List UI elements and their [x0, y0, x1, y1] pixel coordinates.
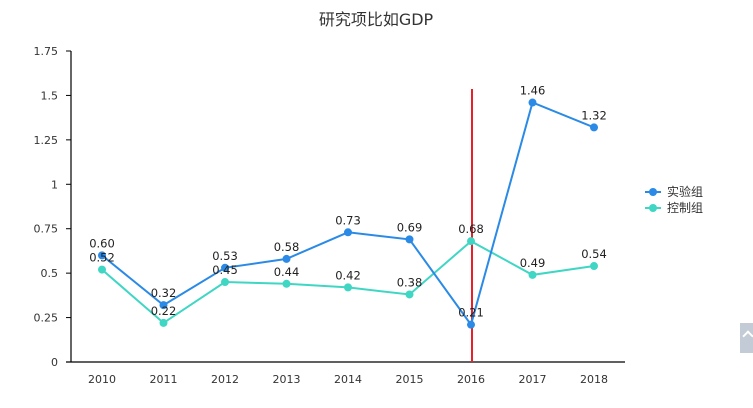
y-tick-label: 1.75	[34, 45, 59, 58]
data-point	[590, 123, 598, 132]
series-layer	[98, 98, 598, 329]
data-point	[159, 301, 168, 310]
y-tick-label: 0.75	[34, 223, 59, 236]
x-tick-label: 2014	[334, 373, 362, 386]
data-point	[467, 320, 475, 329]
data-label: 1.46	[520, 84, 546, 98]
axes: 0 0.25 0.5 0.75 1 1.25 1.5 1.75 2010 2011 2012 2013…	[34, 45, 625, 386]
data-label: 0.44	[274, 265, 300, 279]
y-tick-label: 0	[51, 356, 58, 369]
data-label: 0.73	[335, 213, 361, 227]
data-label: 0.58	[274, 240, 300, 254]
x-tick-label: 2013	[273, 373, 301, 386]
data-label: 0.38	[397, 275, 423, 289]
data-point	[405, 290, 414, 299]
data-point	[98, 265, 106, 274]
data-point	[221, 278, 229, 287]
y-tick-label: 0.25	[34, 312, 59, 325]
data-point	[98, 251, 106, 260]
data-point	[405, 235, 414, 244]
legend-marker-icon	[649, 188, 657, 196]
x-tick-label: 2015	[396, 373, 424, 386]
data-point	[528, 270, 537, 279]
data-point	[282, 279, 291, 288]
data-label: 1.32	[581, 108, 607, 122]
data-point	[159, 318, 168, 327]
legend-marker-icon	[649, 204, 657, 212]
data-point	[528, 98, 537, 107]
scroll-to-top-button[interactable]	[740, 323, 753, 353]
data-label: 0.45	[212, 263, 238, 277]
y-tick-label: 1.25	[34, 134, 59, 147]
data-point	[467, 237, 475, 246]
x-tick-label: 2012	[211, 373, 239, 386]
data-label: 0.69	[397, 220, 423, 234]
data-label: 0.32	[151, 286, 177, 300]
data-label: 0.68	[458, 222, 484, 236]
legend-item[interactable]: 实验组	[645, 184, 703, 199]
data-label: 0.52	[89, 251, 115, 265]
y-tick-label: 1.5	[41, 89, 59, 102]
data-label: 0.60	[89, 236, 115, 250]
data-label: 0.53	[212, 249, 238, 263]
x-tick-label: 2018	[580, 373, 608, 386]
legend-item[interactable]: 控制组	[645, 201, 703, 215]
y-tick-label: 0.5	[41, 267, 59, 280]
chart-title: 研究项比如GDP	[319, 10, 434, 29]
y-tick-label: 1	[51, 178, 58, 191]
data-point	[344, 283, 352, 292]
x-tick-label: 2016	[457, 373, 485, 386]
legend-label: 实验组	[667, 184, 703, 199]
x-tick-label: 2010	[88, 373, 116, 386]
data-point	[590, 262, 598, 271]
data-point	[344, 228, 352, 237]
data-label: 0.42	[335, 268, 361, 282]
legend-label: 控制组	[667, 201, 703, 215]
data-label: 0.49	[520, 256, 546, 270]
data-point	[221, 263, 229, 272]
x-tick-label: 2017	[519, 373, 547, 386]
data-point	[282, 254, 291, 263]
data-label: 0.54	[581, 247, 607, 261]
data-labels: 0.60 0.32 0.53 0.58 0.73 0.69 0.21 1.46 1.32 0.52…	[89, 84, 607, 320]
data-label: 0.21	[458, 306, 484, 320]
data-label: 0.22	[151, 304, 177, 318]
x-tick-label: 2011	[150, 373, 178, 386]
